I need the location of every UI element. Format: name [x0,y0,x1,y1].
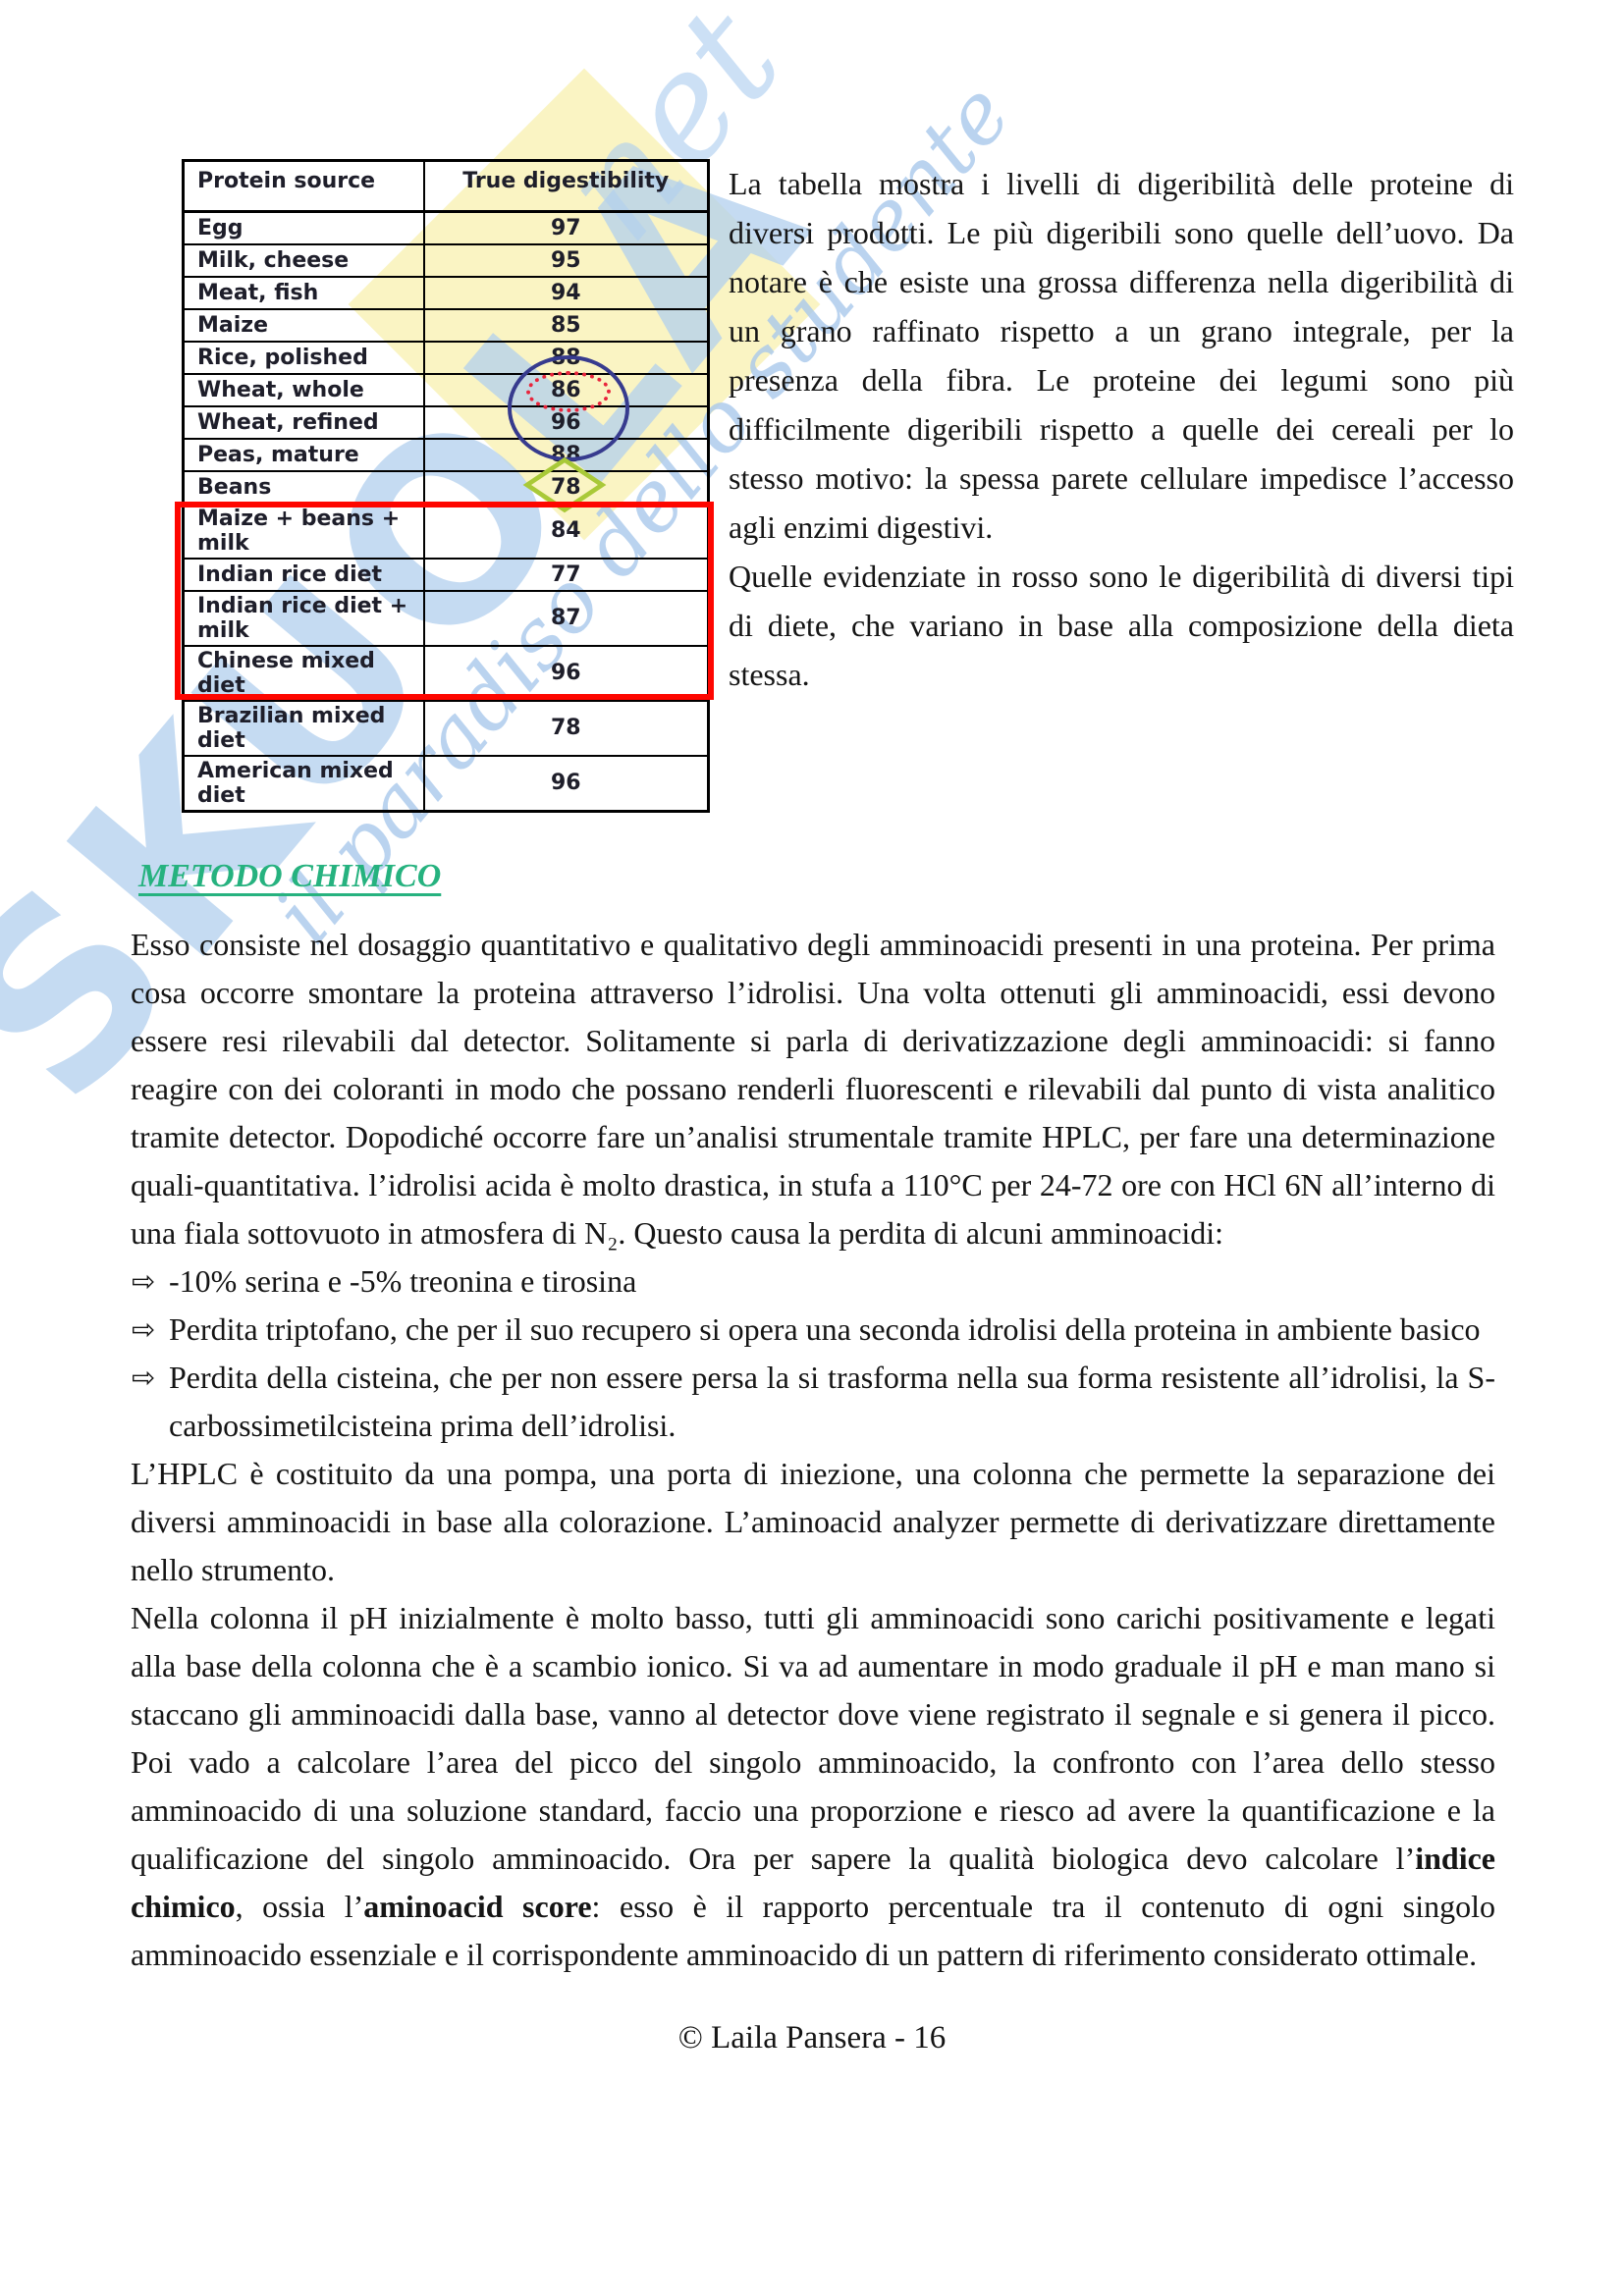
col-header-protein-source: Protein source [182,159,425,213]
protein-source-cell: Beans [182,469,425,505]
protein-source-cell: Egg [182,210,425,245]
paragraph-text: : esso è il rapporto percentuale tra il … [131,1888,1496,1972]
bullet-item: ⇨ Perdita della cisteina, che per non ess… [131,1354,1495,1450]
digestibility-value-cell: 87 [422,589,710,647]
table-row: American mixed diet 96 [182,754,710,812]
side-text-column: La tabella mostra i livelli di digeribil… [729,159,1514,699]
protein-source-cell: Wheat, whole [182,372,425,407]
paragraph-text: , ossia l’ [235,1888,364,1924]
protein-source-cell: Indian rice diet + milk [182,589,425,647]
red-highlight-box [175,502,714,700]
table-row: Peas, mature 88 [182,437,710,472]
table-row: Brazilian mixed diet 78 [182,699,710,757]
side-paragraph-1: La tabella mostra i livelli di digeribil… [729,166,1514,545]
body-paragraph-1: Esso consiste nel dosaggio quantitativo … [131,926,1495,1251]
table-row: Egg 97 [182,210,710,245]
protein-source-cell: Indian rice diet [182,557,425,592]
protein-source-cell: Brazilian mixed diet [182,699,425,757]
paragraph-text: Nella colonna il pH inizialmente è molto… [131,1599,1495,1876]
page-footer: © Laila Pansera - 16 [677,2019,947,2056]
bullet-list: ⇨ -10% serina e -5% treonina e tirosina ⇨ P… [131,1257,1495,1450]
table-header-row: Protein source True digestibility [182,159,710,213]
arrow-bullet-icon: ⇨ [132,1311,156,1346]
bold-aminoacid-score: aminoacid score [363,1888,592,1924]
protein-source-cell: Milk, cheese [182,242,425,278]
protein-source-cell: Meat, fish [182,275,425,310]
arrow-bullet-icon: ⇨ [132,1263,156,1298]
body-paragraph-2: L’HPLC è costituito da una pompa, una po… [131,1455,1495,1587]
table-row: Wheat, whole 86 [182,372,710,407]
top-section: Protein source True digestibility Egg 97 M… [0,0,1624,813]
col-header-true-digestibility: True digestibility [422,159,710,213]
digestibility-table-wrapper: Protein source True digestibility Egg 97 M… [175,159,714,813]
body-paragraph-3: Nella colonna il pH inizialmente è molto… [131,1594,1495,1979]
bullet-text: Perdita della cisteina, che per non esse… [169,1359,1495,1443]
digestibility-value-cell: 95 [422,242,710,278]
protein-source-cell: Maize [182,307,425,343]
protein-source-cell: Wheat, refined [182,404,425,440]
table-row: Maize 85 [182,307,710,343]
table-row: Wheat, refined 96 [182,404,710,440]
protein-source-cell: American mixed diet [182,754,425,812]
table-row: Milk, cheese 95 [182,242,710,278]
table-row: Indian rice diet + milk 87 [182,589,710,647]
side-paragraph-2: Quelle evidenziate in rosso sono le dige… [729,559,1514,692]
table-row: Meat, fish 94 [182,275,710,310]
section-heading: METODO CHIMICO [138,857,442,894]
bullet-item: ⇨ Perdita triptofano, che per il suo recu… [131,1306,1495,1354]
digestibility-table: Protein source True digestibility Egg 97 M… [182,159,710,813]
digestibility-value-cell: 85 [422,307,710,343]
bullet-text: Perdita triptofano, che per il suo recup… [169,1310,1481,1347]
digestibility-value-cell: 96 [422,754,710,812]
table-row: Rice, polished 88 [182,340,710,375]
table-row: Indian rice diet 77 [182,557,710,592]
bold-indice-chimico: indice chimico [131,1840,1495,1924]
table-row: Beans 78 [182,469,710,505]
digestibility-value-cell: 77 [422,557,710,592]
arrow-bullet-icon: ⇨ [132,1360,156,1394]
digestibility-value-cell: 78 [422,699,710,757]
protein-source-cell: Peas, mature [182,437,425,472]
digestibility-value-cell: 94 [422,275,710,310]
body-text: Esso consiste nel dosaggio quantitativo … [131,921,1495,1979]
protein-source-cell: Rice, polished [182,340,425,375]
red-dotted-circle-annotation [526,371,611,412]
digestibility-value-cell: 97 [422,210,710,245]
bullet-text: -10% serina e -5% treonina e tirosina [169,1262,637,1299]
bullet-item: ⇨ -10% serina e -5% treonina e tirosina [131,1257,1495,1306]
